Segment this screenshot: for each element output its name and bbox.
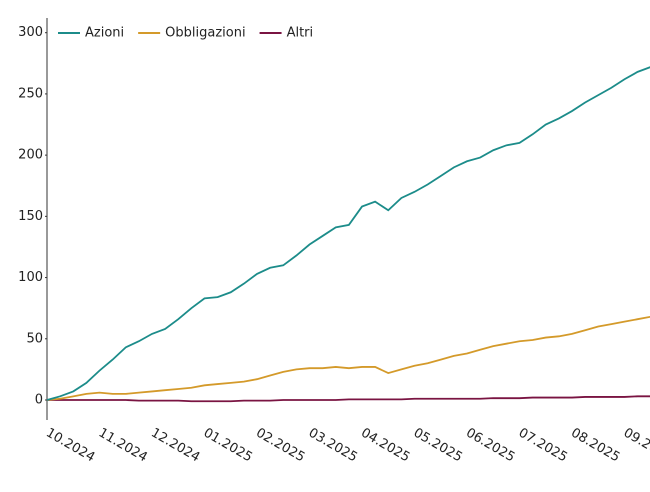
legend-label: Azioni: [85, 26, 124, 41]
series-line: [46, 315, 650, 401]
x-tick-label: 11.2024: [96, 426, 150, 466]
x-tick-label: 01.2025: [201, 426, 255, 466]
legend-label: Altri: [287, 26, 314, 41]
x-tick-label: 07.2025: [516, 426, 570, 466]
y-tick-label: 200: [18, 148, 43, 163]
y-tick-label: 0: [35, 393, 43, 408]
y-tick-label: 100: [18, 270, 43, 285]
y-tick-label: 300: [18, 25, 43, 40]
x-tick-label: 03.2025: [306, 426, 360, 466]
legend-label: Obbligazioni: [165, 26, 245, 41]
x-tick-label: 08.2025: [568, 426, 622, 466]
y-tick-label: 250: [18, 86, 43, 101]
x-tick-label: 05.2025: [411, 426, 465, 466]
series-line: [47, 395, 650, 403]
series-line: [46, 66, 650, 401]
x-tick-label: 10.2024: [43, 426, 97, 466]
x-tick-label: 12.2024: [148, 426, 202, 466]
y-tick-label: 50: [26, 331, 43, 346]
y-tick-label: 150: [18, 209, 43, 224]
x-tick-label: 02.2025: [253, 426, 307, 466]
x-tick-label: 06.2025: [463, 426, 517, 466]
x-tick-label: 09.2025: [621, 426, 650, 466]
x-tick-label: 04.2025: [358, 426, 412, 466]
